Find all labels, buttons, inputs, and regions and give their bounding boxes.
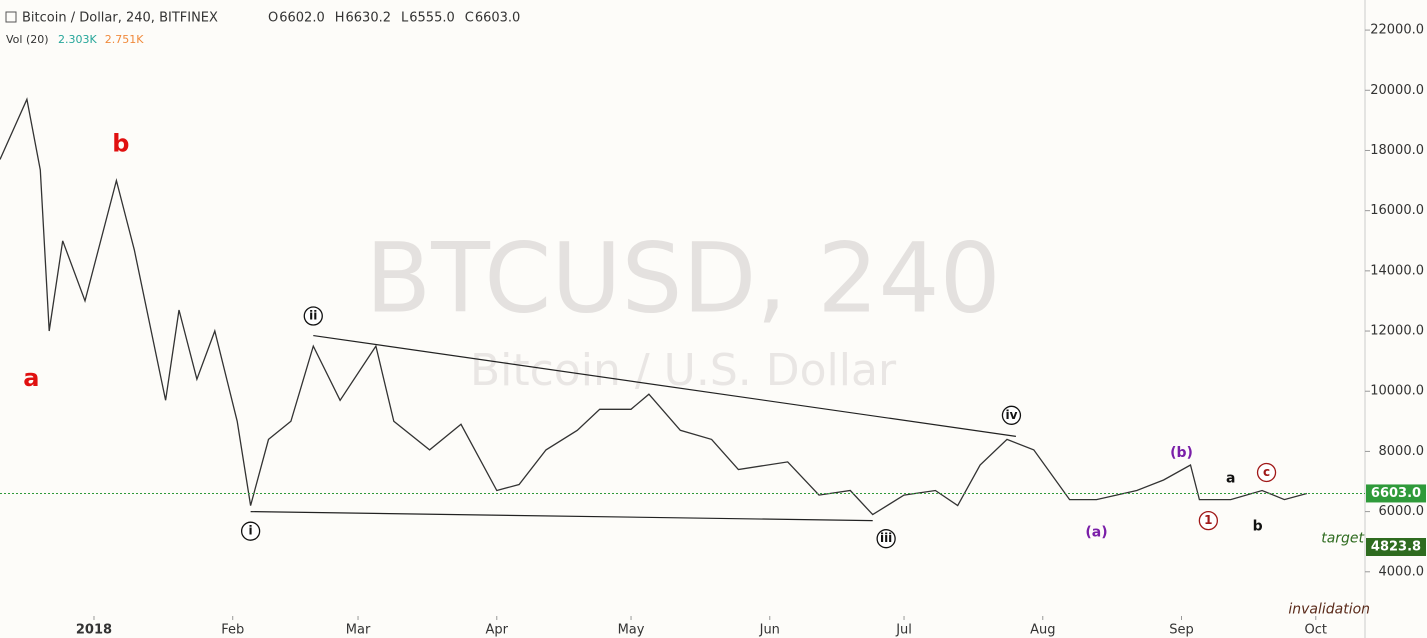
- price-label-box: [1366, 538, 1426, 557]
- y-tick-label: 22000.0: [1370, 23, 1424, 38]
- watermark-subtitle: Bitcoin / U.S. Dollar: [470, 345, 897, 396]
- y-tick-label: 18000.0: [1370, 143, 1424, 158]
- wave-label: a: [1226, 471, 1235, 487]
- y-tick-label: 8000.0: [1379, 444, 1425, 459]
- ohlc-value: 6603.0: [475, 11, 521, 26]
- symbol-title: Bitcoin / Dollar, 240, BITFINEX: [22, 11, 218, 26]
- price-label: 4823.8: [1371, 540, 1421, 555]
- wave-label: i: [249, 524, 253, 538]
- price-label-box: [1366, 484, 1426, 503]
- x-tick-label: Oct: [1305, 623, 1327, 638]
- wave-label: b: [1253, 519, 1263, 535]
- y-tick-label: 14000.0: [1370, 263, 1424, 278]
- y-tick-label: 6000.0: [1379, 504, 1425, 519]
- y-tick-label: 20000.0: [1370, 83, 1424, 98]
- wave-circle: [303, 306, 323, 326]
- ohlc-value: 6630.2: [346, 11, 392, 26]
- wave-label: ii: [309, 308, 317, 322]
- wave-label: (b): [1170, 445, 1193, 461]
- wave-circle: [876, 529, 896, 549]
- wave-label: iv: [1005, 408, 1017, 422]
- y-tick-label: 12000.0: [1370, 324, 1424, 339]
- price-label: 6603.0: [1371, 486, 1421, 501]
- x-tick-label: Feb: [221, 623, 244, 638]
- wave-circle: [1001, 405, 1022, 425]
- x-tick-label: Mar: [346, 623, 371, 638]
- wave-label: invalidation: [1288, 601, 1370, 617]
- x-tick-label: May: [618, 623, 645, 638]
- wave-label: a: [23, 364, 39, 392]
- ohlc-key: L: [401, 11, 409, 26]
- x-tick-label: Sep: [1169, 623, 1194, 638]
- x-tick-label: Apr: [486, 623, 509, 638]
- trendline: [250, 511, 873, 522]
- wave-label: c: [1263, 465, 1270, 479]
- wave-label: (a): [1085, 525, 1107, 541]
- collapse-icon[interactable]: [5, 11, 17, 23]
- ohlc-key: O: [268, 11, 278, 26]
- ohlc-value: 6555.0: [409, 11, 455, 26]
- ohlc-key: H: [335, 11, 345, 26]
- price-axis: [1365, 0, 1427, 638]
- y-tick-label: 4000.0: [1379, 564, 1425, 579]
- wave-circle: [240, 521, 261, 541]
- x-tick-label: Aug: [1030, 623, 1055, 638]
- wave-circle: [1256, 462, 1277, 483]
- y-tick-label: 10000.0: [1370, 384, 1424, 399]
- volume-value: 2.303K: [58, 33, 97, 46]
- volume-value: 2.751K: [105, 33, 144, 46]
- ohlc-key: C: [465, 11, 474, 26]
- x-tick-label: 2018: [76, 623, 112, 638]
- ohlc-value: 6602.0: [279, 11, 325, 26]
- trendline: [313, 334, 1017, 437]
- wave-label: b: [112, 129, 129, 157]
- wave-circle: [1198, 510, 1219, 531]
- x-tick-label: Jun: [759, 623, 780, 638]
- y-tick-label: 16000.0: [1370, 203, 1424, 218]
- volume-label: Vol (20): [6, 33, 49, 46]
- x-tick-label: Jul: [895, 623, 912, 638]
- price-line: [0, 97, 1307, 516]
- wave-label: 1: [1204, 513, 1212, 527]
- wave-label: target: [1321, 531, 1364, 547]
- watermark: BTCUSD, 240: [365, 222, 1000, 334]
- wave-label: iii: [880, 531, 892, 545]
